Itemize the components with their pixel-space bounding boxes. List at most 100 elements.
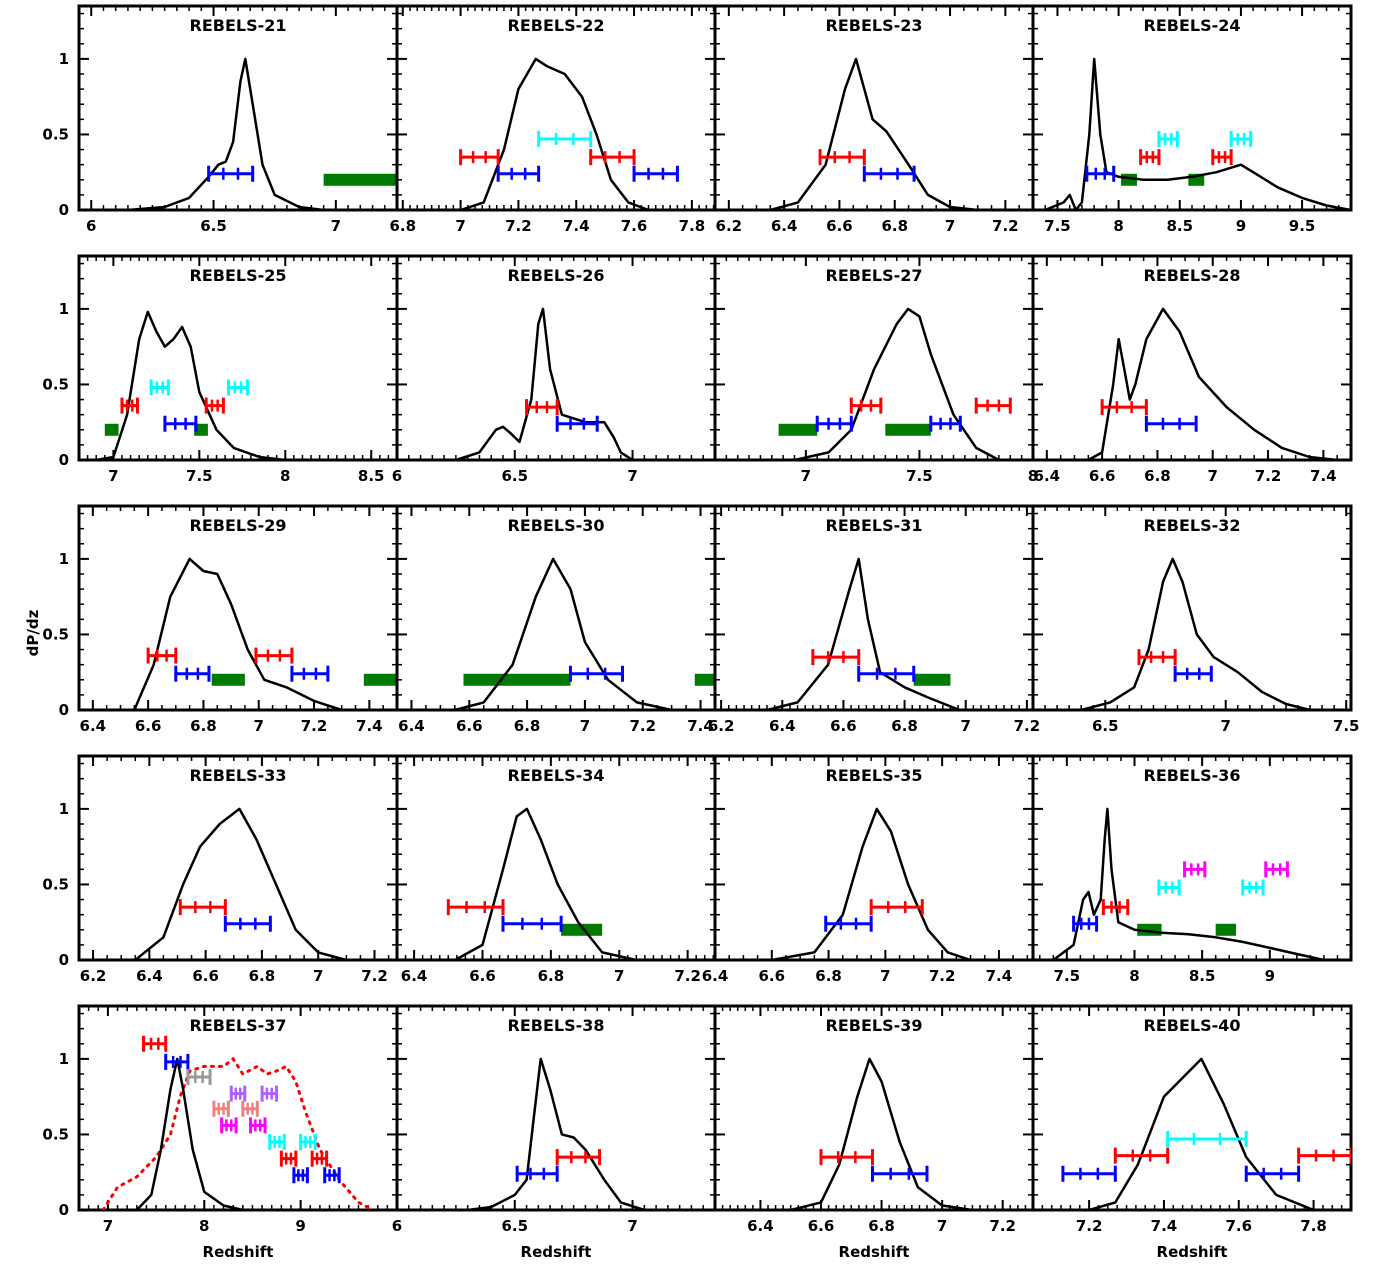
x-tick-label: 6.8 [190, 717, 217, 735]
x-tick-label: 7 [627, 1217, 637, 1235]
error-bar-red [869, 899, 924, 916]
x-tick-label: 6.8 [389, 217, 416, 235]
x-tick-label: 7 [945, 217, 955, 235]
x-tick-label: 6.4 [702, 967, 729, 985]
error-bar-red [1113, 1147, 1170, 1164]
error-bar-blue [163, 415, 198, 432]
panel-rebels-34: 6.4 6.6 6.8 7 7.2 REBELS-34 [395, 754, 717, 985]
panel-rebels-25: 7 7.5 8 8.5 0 0.5 1 REBELS-25 [42, 254, 399, 485]
error-bar-blue [1144, 415, 1198, 432]
x-tick-label: 6.4 [398, 717, 425, 735]
y-axis-label: dP/dz [24, 609, 42, 656]
error-bar-red [525, 399, 559, 416]
x-tick-label: 6 [392, 1217, 402, 1235]
pdf-curve [135, 1057, 244, 1210]
x-tick-label: 6.6 [192, 967, 219, 985]
x-tick-label: 7.5 [906, 467, 933, 485]
error-bar-red [120, 397, 139, 414]
x-tick-label: 7.4 [986, 967, 1013, 985]
panel-rebels-28: 6.4 6.6 6.8 7 7.2 7.4 REBELS-28 [1031, 254, 1353, 485]
pdf-curve [1052, 807, 1325, 960]
x-tick-label: 6.4 [769, 717, 796, 735]
panel-plot-area [454, 557, 715, 710]
x-axis-label-2: Redshift [521, 1243, 592, 1261]
panel-plot-area [446, 807, 637, 960]
x-tick-label: 7.5 [1054, 967, 1081, 985]
x-tick-label: 6.6 [758, 967, 785, 985]
pdf-curve [467, 1057, 645, 1210]
panel-rebels-33: 6.2 6.4 6.6 6.8 7 7.2 0 0.5 1 REBELS-33 [42, 754, 399, 985]
panel-title: REBELS-31 [826, 516, 923, 535]
x-tick-label: 7.2 [929, 967, 956, 985]
y-tick-label: 0 [59, 201, 69, 219]
x-tick-label: 7 [108, 467, 118, 485]
x-tick-label: 7.4 [1310, 467, 1337, 485]
x-tick-label: 6.8 [514, 717, 541, 735]
panel-rebels-23: 6.2 6.4 6.6 6.8 7 7.2 REBELS-23 [713, 4, 1035, 235]
error-bar-red [1100, 399, 1148, 416]
x-tick-label: 6.2 [80, 967, 107, 985]
error-bar-blue [1061, 1165, 1117, 1182]
panel-frame [395, 754, 717, 962]
x-tick-label: 7.4 [563, 217, 590, 235]
x-tick-label: 6.6 [456, 717, 483, 735]
panel-title: REBELS-38 [508, 1016, 605, 1035]
error-bar-blue [632, 165, 679, 182]
y-tick-label: 0.5 [42, 1125, 69, 1143]
dotted-pdf-curve [101, 1056, 375, 1210]
error-bar-blue [862, 165, 916, 182]
panel-plot-area [134, 807, 347, 960]
error-bar-red [1139, 149, 1161, 166]
x-tick-label: 7.2 [361, 967, 388, 985]
x-tick-label: 6.8 [1144, 467, 1171, 485]
x-axis-label-1: Redshift [203, 1243, 274, 1261]
x-tick-label: 6 [392, 467, 402, 485]
pdf-curve [1044, 57, 1351, 210]
x-tick-label: 6 [86, 217, 96, 235]
panel-frame [395, 4, 717, 212]
error-bar-blue [323, 1167, 341, 1184]
panel-plot-area [127, 57, 397, 210]
error-bar-cyan [1157, 130, 1179, 147]
pdf-curve [455, 307, 634, 460]
pdf-curve [769, 57, 978, 210]
x-tick-label: 7.4 [356, 717, 383, 735]
error-bar-magenta [220, 1117, 238, 1134]
x-tick-label: 7.2 [989, 1217, 1016, 1235]
panel-plot-area [101, 1035, 375, 1210]
error-bar-blue [164, 1053, 190, 1070]
x-tick-label: 8.5 [1166, 217, 1193, 235]
error-bar-red [279, 1150, 298, 1167]
panel-title: REBELS-32 [1144, 516, 1241, 535]
x-tick-label: 6.8 [891, 717, 918, 735]
error-bar-salmon [212, 1100, 230, 1117]
x-tick-label: 6.6 [1089, 467, 1116, 485]
x-tick-label: 7 [801, 467, 811, 485]
panel-plot-area [1080, 557, 1311, 710]
x-tick-label: 7.2 [301, 717, 328, 735]
panel-rebels-39: 6.4 6.6 6.8 7 7.2 REBELS-39 [713, 1004, 1035, 1235]
error-bar-cyan [537, 130, 593, 147]
panels-grid: 6 6.5 7 0 0.5 1 REBELS-21 6.8 7 7.2 7.4 7.6 7.8 REBEL… [42, 4, 1359, 1235]
error-bar-magenta [1183, 861, 1207, 878]
x-tick-label: 7.2 [1255, 467, 1282, 485]
panel-plot-area [790, 1057, 973, 1210]
green-band [913, 673, 951, 686]
panel-frame [713, 504, 1035, 712]
panel-plot-area [467, 1057, 645, 1210]
error-bar-red [849, 397, 883, 414]
panel-frame [77, 254, 399, 462]
panel-rebels-27: 7 7.5 8 REBELS-27 [713, 254, 1038, 485]
panel-title: REBELS-27 [826, 266, 923, 285]
panel-title: REBELS-33 [190, 766, 287, 785]
error-bar-salmon [241, 1100, 259, 1117]
y-tick-label: 0.5 [42, 125, 69, 143]
error-bar-red [1137, 649, 1177, 666]
error-bar-blue [555, 415, 599, 432]
x-tick-label: 9 [295, 1217, 305, 1235]
panel-title: REBELS-26 [508, 266, 605, 285]
error-bar-blue [292, 1167, 309, 1184]
x-tick-label: 7 [1221, 717, 1231, 735]
x-tick-label: 6.8 [881, 217, 908, 235]
panel-title: REBELS-28 [1144, 266, 1241, 285]
